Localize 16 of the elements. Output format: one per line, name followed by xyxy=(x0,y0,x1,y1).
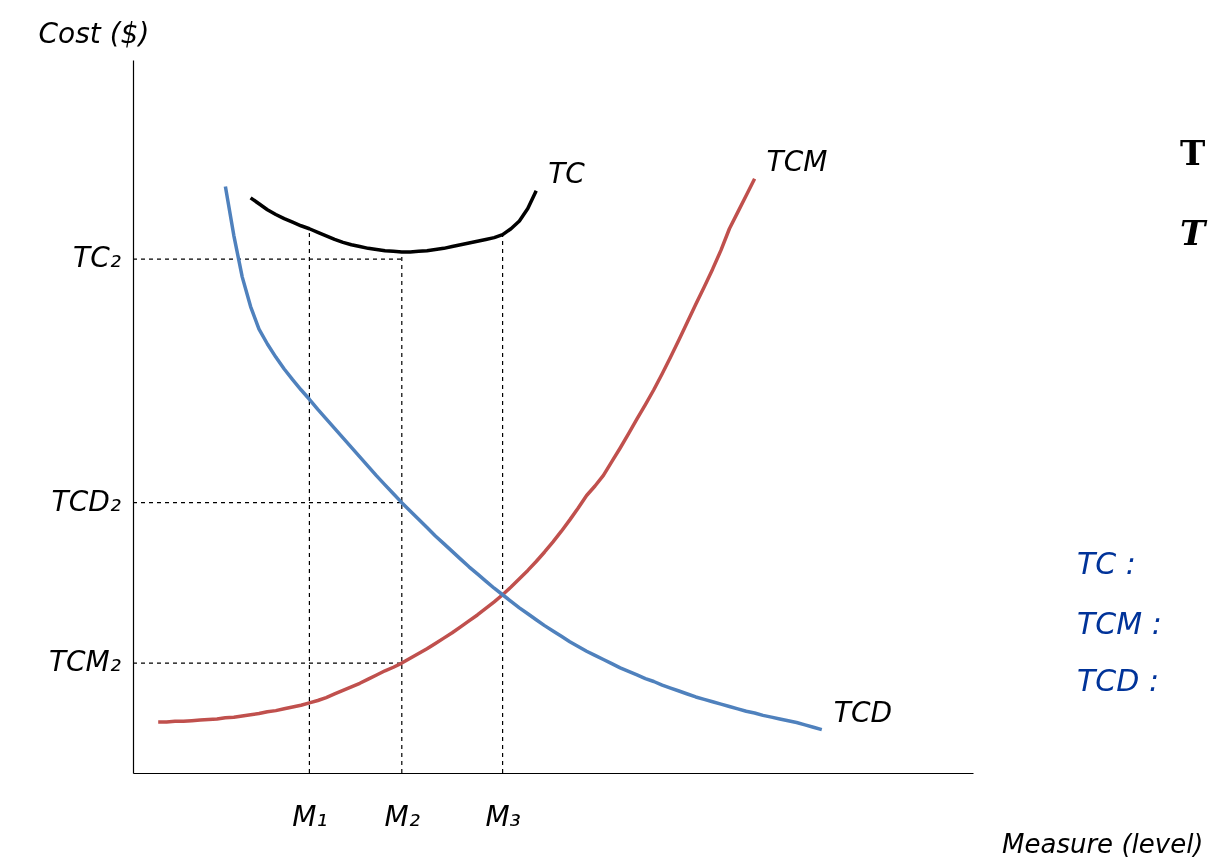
series-label: TC xyxy=(548,156,586,190)
series-label: TCD xyxy=(833,695,893,729)
x-tick-label: M₃ xyxy=(485,799,521,833)
text: TCD : xyxy=(1077,663,1160,698)
ref-line-label: TCM₂ xyxy=(48,645,121,679)
ref-line-label: TC₂ xyxy=(73,241,121,275)
text: T xyxy=(1180,133,1206,173)
y-axis-title: Cost ($) xyxy=(38,16,150,50)
x-tick-label: M₂ xyxy=(384,799,420,833)
text: T xyxy=(1180,213,1208,253)
text: TCM : xyxy=(1077,606,1162,641)
x-tick-label: M₁ xyxy=(292,799,328,833)
ref-line-label: TCD₂ xyxy=(51,484,121,518)
text: TC : xyxy=(1077,546,1136,581)
x-axis-title: Measure (level) xyxy=(1002,828,1204,858)
series-label: TCM xyxy=(766,144,828,178)
